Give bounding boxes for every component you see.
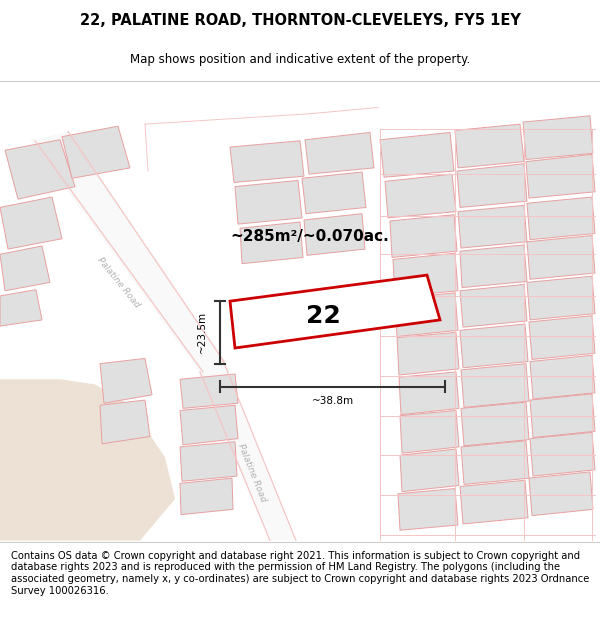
Polygon shape xyxy=(5,140,75,199)
Polygon shape xyxy=(457,164,527,208)
Polygon shape xyxy=(527,197,595,240)
Polygon shape xyxy=(0,246,50,291)
Text: Palatine Road: Palatine Road xyxy=(95,256,141,309)
Polygon shape xyxy=(523,116,593,159)
Polygon shape xyxy=(305,132,374,174)
Text: ~23.5m: ~23.5m xyxy=(197,311,207,354)
Polygon shape xyxy=(180,442,237,481)
Polygon shape xyxy=(458,206,527,248)
Polygon shape xyxy=(461,441,529,484)
Polygon shape xyxy=(530,394,595,438)
Polygon shape xyxy=(180,405,238,445)
Polygon shape xyxy=(400,449,459,492)
Polygon shape xyxy=(35,131,224,372)
Polygon shape xyxy=(527,276,595,320)
Polygon shape xyxy=(461,402,529,446)
Text: 22, PALATINE ROAD, THORNTON-CLEVELEYS, FY5 1EY: 22, PALATINE ROAD, THORNTON-CLEVELEYS, F… xyxy=(80,13,520,28)
Polygon shape xyxy=(397,332,459,375)
Polygon shape xyxy=(0,379,175,541)
Polygon shape xyxy=(393,253,458,297)
Polygon shape xyxy=(385,174,456,218)
Polygon shape xyxy=(302,172,366,214)
Polygon shape xyxy=(399,372,459,414)
Polygon shape xyxy=(30,132,225,372)
Polygon shape xyxy=(0,290,42,326)
Polygon shape xyxy=(62,126,130,178)
Polygon shape xyxy=(527,236,595,279)
Polygon shape xyxy=(530,355,595,399)
Polygon shape xyxy=(529,316,595,359)
Polygon shape xyxy=(304,214,365,256)
Text: Contains OS data © Crown copyright and database right 2021. This information is : Contains OS data © Crown copyright and d… xyxy=(11,551,589,596)
Polygon shape xyxy=(530,432,595,476)
Polygon shape xyxy=(529,472,593,516)
Polygon shape xyxy=(390,215,457,258)
Polygon shape xyxy=(100,358,152,403)
Polygon shape xyxy=(235,181,302,224)
Text: 22: 22 xyxy=(305,304,340,328)
Text: Palatine Road: Palatine Road xyxy=(236,442,268,503)
Polygon shape xyxy=(230,141,304,182)
Polygon shape xyxy=(461,364,529,408)
Polygon shape xyxy=(180,478,233,514)
Polygon shape xyxy=(460,284,527,327)
Polygon shape xyxy=(400,411,459,453)
Text: Map shows position and indicative extent of the property.: Map shows position and indicative extent… xyxy=(130,53,470,66)
Text: ~285m²/~0.070ac.: ~285m²/~0.070ac. xyxy=(230,229,389,244)
Polygon shape xyxy=(198,361,295,541)
Polygon shape xyxy=(455,124,524,168)
Polygon shape xyxy=(460,480,528,524)
Polygon shape xyxy=(398,489,458,530)
Polygon shape xyxy=(240,222,303,264)
Polygon shape xyxy=(230,275,440,348)
Polygon shape xyxy=(100,400,150,444)
Polygon shape xyxy=(180,374,238,408)
Polygon shape xyxy=(395,293,458,336)
Polygon shape xyxy=(380,132,454,178)
Polygon shape xyxy=(460,245,527,288)
Text: ~38.8m: ~38.8m xyxy=(311,396,353,406)
Polygon shape xyxy=(526,154,595,198)
Polygon shape xyxy=(0,197,62,249)
Polygon shape xyxy=(460,324,528,368)
